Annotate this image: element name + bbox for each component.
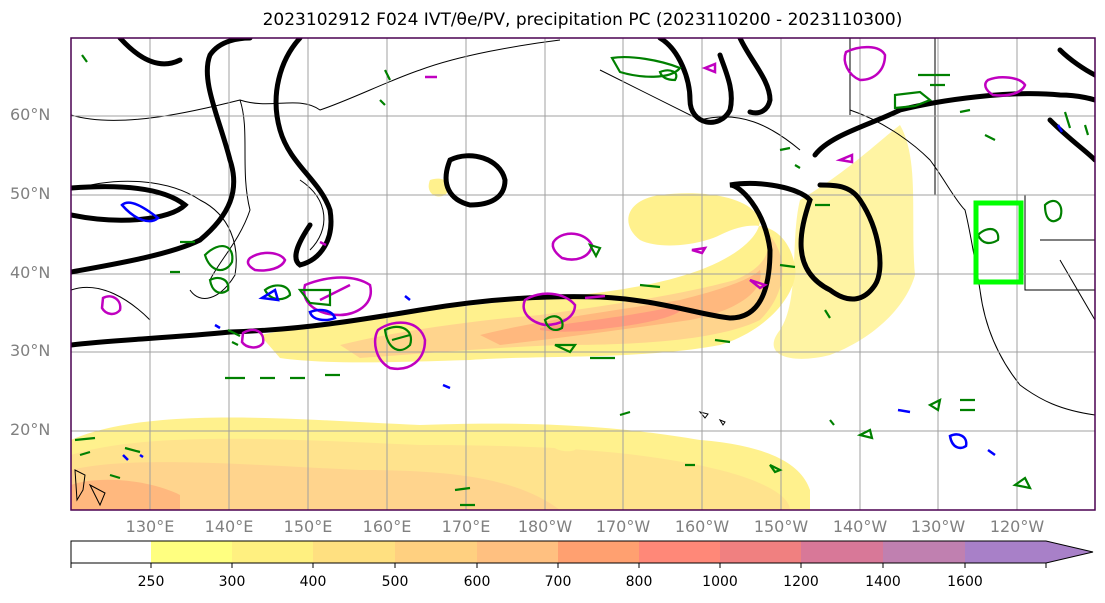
lon-label-130w: 130°W [910, 517, 966, 536]
colorbar-tick-1200: 1200 [783, 574, 819, 590]
colorbar-tick-500: 500 [381, 574, 409, 590]
lon-label-120w: 120°W [989, 517, 1045, 536]
lat-label-40n: 40°N [10, 263, 51, 282]
lon-label-150e: 150°E [283, 517, 333, 536]
colorbar-tick-700: 700 [544, 574, 572, 590]
lon-label-170w: 170°W [595, 517, 651, 536]
lon-label-180w: 180°W [517, 517, 573, 536]
target-region-box [973, 200, 1024, 285]
lon-label-160w: 160°W [674, 517, 730, 536]
colorbar-tick-1600: 1600 [947, 574, 983, 590]
map-plot-area [71, 38, 1095, 510]
graticule [71, 38, 1095, 510]
ivt-shading [71, 125, 915, 510]
colorbar-tick-800: 800 [625, 574, 653, 590]
lon-label-140e: 140°E [204, 517, 254, 536]
colorbar-tick-300: 300 [218, 574, 246, 590]
lon-label-150w: 150°W [753, 517, 809, 536]
lat-label-50n: 50°N [10, 184, 51, 203]
colorbar-tick-400: 400 [299, 574, 327, 590]
theta-e-contours [71, 38, 1095, 348]
lat-label-30n: 30°N [10, 341, 51, 360]
precip-negative-contours [120, 124, 1064, 461]
lat-label-60n: 60°N [10, 105, 51, 124]
colorbar-tick-1000: 1000 [702, 574, 738, 590]
colorbar [70, 540, 1094, 568]
precip-positive-contours [74, 54, 1090, 507]
lon-label-160e: 160°E [362, 517, 412, 536]
lon-label-130e: 130°E [125, 517, 175, 536]
lat-label-20n: 20°N [10, 420, 51, 439]
colorbar-tick-1400: 1400 [865, 574, 901, 590]
lon-label-140w: 140°W [832, 517, 888, 536]
map-frame [70, 37, 1096, 511]
pv-contours [100, 45, 1027, 371]
lon-label-170e: 170°E [441, 517, 491, 536]
colorbar-tick-600: 600 [463, 574, 491, 590]
colorbar-tick-250: 250 [137, 574, 165, 590]
map-title: 2023102912 F024 IVT/θe/PV, precipitation… [262, 10, 903, 30]
